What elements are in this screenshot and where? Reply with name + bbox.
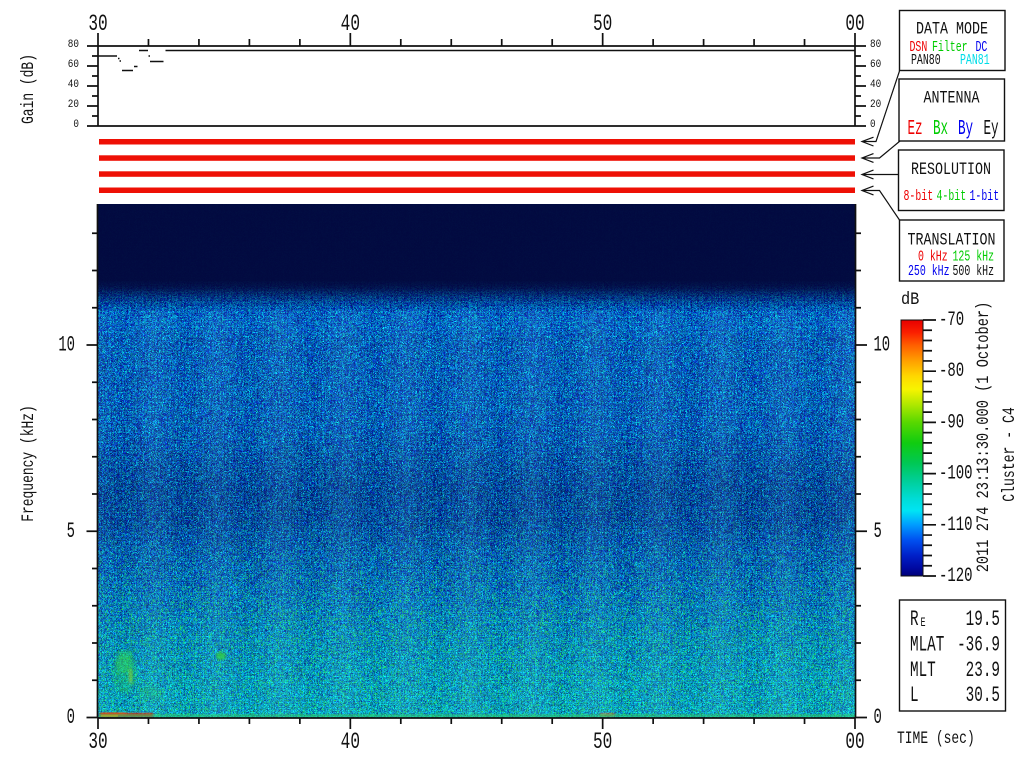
svg-text:30.5: 30.5 <box>966 683 1000 708</box>
svg-text:dB: dB <box>901 290 919 310</box>
svg-text:-110: -110 <box>939 515 973 537</box>
svg-text:TRANSLATION: TRANSLATION <box>908 230 996 250</box>
svg-text:TIME (sec): TIME (sec) <box>897 728 975 749</box>
svg-text:125 kHz: 125 kHz <box>953 248 995 266</box>
svg-text:40: 40 <box>870 80 881 92</box>
svg-text:Bx: Bx <box>933 118 948 141</box>
svg-text:2011 274 23:13:30.000 (1 Octob: 2011 274 23:13:30.000 (1 October) <box>973 302 993 573</box>
svg-text:-80: -80 <box>939 361 964 383</box>
svg-text:60: 60 <box>870 60 881 72</box>
svg-text:80: 80 <box>870 40 881 52</box>
svg-text:L: L <box>910 683 919 708</box>
svg-text:DC: DC <box>976 38 988 56</box>
svg-text:0: 0 <box>870 120 876 132</box>
svg-text:RESOLUTION: RESOLUTION <box>911 159 991 179</box>
svg-text:0: 0 <box>73 120 79 132</box>
svg-text:-70: -70 <box>939 310 964 332</box>
svg-text:1-bit: 1-bit <box>970 187 1000 205</box>
svg-text:Filter: Filter <box>932 38 968 56</box>
svg-text:40: 40 <box>341 728 360 755</box>
svg-text:ANTENNA: ANTENNA <box>924 88 980 108</box>
svg-text:30: 30 <box>88 10 107 37</box>
svg-text:00: 00 <box>845 10 864 37</box>
svg-text:00: 00 <box>845 728 864 755</box>
svg-text:MLT: MLT <box>910 658 936 683</box>
svg-text:Cluster - C4: Cluster - C4 <box>999 407 1020 502</box>
svg-text:10: 10 <box>874 333 891 358</box>
svg-text:-120: -120 <box>939 566 973 588</box>
svg-text:5: 5 <box>67 519 75 544</box>
svg-text:E: E <box>921 617 926 631</box>
svg-text:50: 50 <box>593 728 612 755</box>
svg-text:60: 60 <box>68 60 79 72</box>
svg-text:20: 20 <box>870 100 881 112</box>
svg-text:23.9: 23.9 <box>966 658 1000 683</box>
svg-text:R: R <box>910 607 919 632</box>
svg-text:40: 40 <box>341 10 360 37</box>
svg-text:0: 0 <box>874 705 882 730</box>
svg-text:Ez: Ez <box>908 118 923 141</box>
svg-text:-90: -90 <box>939 412 964 434</box>
svg-text:10: 10 <box>58 333 75 358</box>
svg-text:PAN81: PAN81 <box>960 51 990 69</box>
svg-text:40: 40 <box>68 80 79 92</box>
svg-text:80: 80 <box>68 40 79 52</box>
svg-text:500 kHz: 500 kHz <box>953 262 995 280</box>
svg-text:DSN: DSN <box>910 38 928 56</box>
svg-text:By: By <box>958 118 973 141</box>
svg-text:19.5: 19.5 <box>966 607 1000 632</box>
svg-text:0 kHz: 0 kHz <box>918 248 948 266</box>
svg-text:-36.9: -36.9 <box>957 633 1000 658</box>
svg-text:Gain (dB): Gain (dB) <box>18 54 39 124</box>
svg-text:DATA MODE: DATA MODE <box>916 19 988 39</box>
svg-text:4-bit: 4-bit <box>937 187 967 205</box>
svg-text:-100: -100 <box>939 464 973 486</box>
svg-text:8-bit: 8-bit <box>904 187 934 205</box>
svg-text:5: 5 <box>874 519 882 544</box>
svg-text:PAN80: PAN80 <box>911 51 941 69</box>
svg-text:MLAT: MLAT <box>910 633 944 658</box>
svg-text:Ey: Ey <box>984 118 999 141</box>
svg-text:0: 0 <box>67 705 75 730</box>
svg-text:250 kHz: 250 kHz <box>908 262 950 280</box>
svg-text:50: 50 <box>593 10 612 37</box>
svg-text:30: 30 <box>88 728 107 755</box>
svg-text:20: 20 <box>68 100 79 112</box>
svg-text:Frequency (kHz): Frequency (kHz) <box>18 405 39 522</box>
